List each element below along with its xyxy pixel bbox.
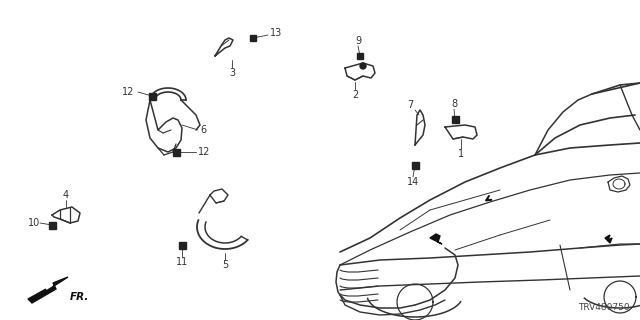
Polygon shape — [28, 277, 68, 303]
Text: TRV480750: TRV480750 — [579, 303, 630, 312]
Text: 8: 8 — [451, 99, 457, 109]
Text: 12: 12 — [122, 87, 134, 97]
Text: FR.: FR. — [70, 292, 90, 302]
Bar — [148, 92, 156, 100]
Text: 4: 4 — [63, 190, 69, 200]
Bar — [250, 35, 256, 41]
Bar — [412, 162, 419, 169]
Text: 11: 11 — [176, 257, 188, 267]
Circle shape — [360, 63, 366, 69]
Text: 5: 5 — [222, 260, 228, 270]
Polygon shape — [605, 235, 612, 243]
Text: 9: 9 — [355, 36, 361, 46]
Text: 10: 10 — [28, 218, 40, 228]
Text: 14: 14 — [407, 177, 419, 187]
Bar — [49, 221, 56, 228]
Text: 13: 13 — [270, 28, 282, 38]
Text: 6: 6 — [200, 125, 206, 135]
Bar — [173, 148, 179, 156]
Text: 1: 1 — [458, 149, 464, 159]
Bar — [179, 242, 186, 249]
Text: 7: 7 — [407, 100, 413, 110]
Polygon shape — [430, 234, 442, 244]
Text: 2: 2 — [352, 90, 358, 100]
Bar — [451, 116, 458, 123]
Text: 12: 12 — [198, 147, 211, 157]
Text: 3: 3 — [229, 68, 235, 78]
Bar — [357, 53, 363, 59]
